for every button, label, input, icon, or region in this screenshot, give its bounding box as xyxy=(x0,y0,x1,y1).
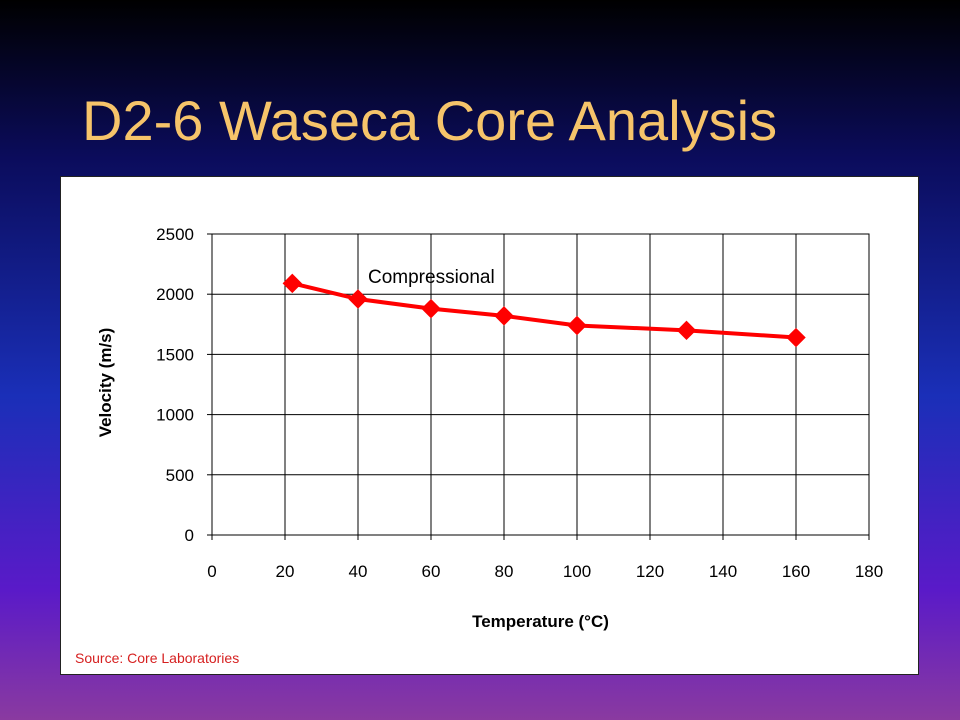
y-tick-label: 500 xyxy=(166,466,194,485)
x-tick-label: 60 xyxy=(422,562,441,581)
x-tick-label: 20 xyxy=(276,562,295,581)
data-point-marker xyxy=(282,273,303,294)
y-tick-label: 0 xyxy=(185,526,194,545)
y-axis-title: Velocity (m/s) xyxy=(96,328,115,438)
y-tick-label: 1000 xyxy=(156,406,194,425)
data-point-marker xyxy=(786,327,806,348)
x-tick-label: 160 xyxy=(782,562,810,581)
data-point-marker xyxy=(348,289,368,309)
data-point-marker xyxy=(567,315,587,336)
y-tick-label: 2500 xyxy=(156,225,194,244)
slide-title: D2-6 Waseca Core Analysis xyxy=(82,89,778,152)
x-axis-title: Temperature (°C) xyxy=(472,612,609,631)
x-tick-label: 120 xyxy=(636,562,664,581)
data-point-marker xyxy=(676,320,697,341)
data-point-marker xyxy=(421,298,441,319)
x-tick-label: 80 xyxy=(495,562,514,581)
x-tick-label: 0 xyxy=(207,562,216,581)
x-tick-label: 40 xyxy=(349,562,368,581)
y-tick-label: 1500 xyxy=(156,345,194,364)
x-tick-label: 180 xyxy=(855,562,883,581)
y-tick-label: 2000 xyxy=(156,285,194,304)
series-label: Compressional xyxy=(368,267,495,288)
source-note: Source: Core Laboratories xyxy=(75,650,240,666)
chart-panel: 0 20 40 60 80 100 120 140 160 180 0 500 1000 1500 2000… xyxy=(60,176,919,675)
velocity-chart: 0 20 40 60 80 100 120 140 160 180 0 500 1000 1500 2000… xyxy=(96,225,883,631)
data-point-marker xyxy=(494,306,514,326)
x-tick-label: 140 xyxy=(709,562,737,581)
plot-area xyxy=(211,233,870,536)
x-tick-label: 100 xyxy=(563,562,591,581)
